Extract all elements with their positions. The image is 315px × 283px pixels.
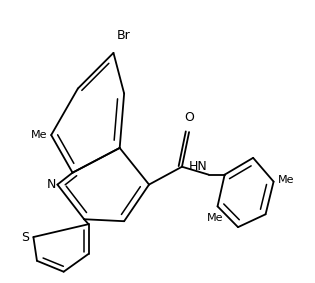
- Text: N: N: [47, 178, 56, 191]
- Text: Me: Me: [31, 130, 47, 140]
- Text: HN: HN: [188, 160, 207, 173]
- Text: S: S: [21, 231, 29, 244]
- Text: Me: Me: [207, 213, 223, 223]
- Text: O: O: [184, 111, 194, 124]
- Text: Me: Me: [278, 175, 294, 185]
- Text: Br: Br: [116, 29, 130, 42]
